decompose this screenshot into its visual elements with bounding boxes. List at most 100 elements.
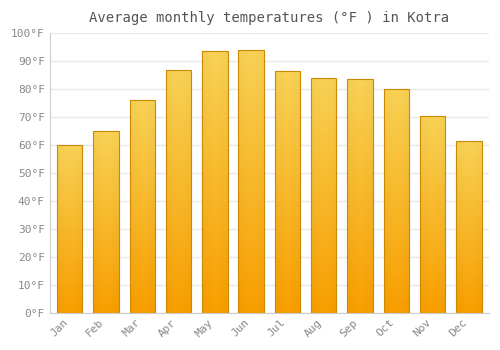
Bar bbox=[57, 269, 82, 271]
Bar bbox=[202, 270, 228, 273]
Bar bbox=[166, 94, 192, 97]
Bar bbox=[202, 224, 228, 228]
Bar bbox=[257, 50, 258, 313]
Bar bbox=[384, 184, 409, 187]
Bar bbox=[220, 51, 221, 313]
Bar bbox=[57, 231, 82, 233]
Bar bbox=[202, 195, 228, 198]
Bar bbox=[384, 134, 409, 136]
Bar bbox=[420, 217, 446, 219]
Bar bbox=[311, 104, 336, 107]
Bar bbox=[130, 206, 155, 209]
Bar bbox=[57, 195, 82, 197]
Bar bbox=[130, 124, 155, 127]
Bar bbox=[187, 70, 188, 313]
Bar bbox=[202, 306, 228, 309]
Bar bbox=[94, 131, 118, 313]
Bar bbox=[420, 300, 446, 303]
Bar bbox=[384, 301, 409, 304]
Bar bbox=[166, 218, 192, 222]
Bar bbox=[166, 88, 192, 91]
Bar bbox=[238, 73, 264, 76]
Bar bbox=[420, 120, 446, 123]
Bar bbox=[202, 257, 228, 260]
Bar bbox=[251, 50, 252, 313]
Bar bbox=[166, 118, 192, 121]
Bar bbox=[57, 250, 82, 252]
Bar bbox=[384, 156, 409, 159]
Bar bbox=[456, 276, 481, 278]
Bar bbox=[348, 103, 372, 106]
Bar bbox=[203, 51, 204, 313]
Bar bbox=[202, 280, 228, 283]
Bar bbox=[384, 120, 409, 122]
Bar bbox=[420, 241, 446, 244]
Bar bbox=[238, 224, 264, 227]
Bar bbox=[384, 223, 409, 226]
Bar bbox=[202, 143, 228, 146]
Bar bbox=[202, 153, 228, 156]
Bar bbox=[311, 260, 336, 263]
Bar bbox=[94, 236, 118, 238]
Bar bbox=[384, 276, 409, 279]
Bar bbox=[274, 138, 300, 140]
Bar bbox=[202, 146, 228, 149]
Bar bbox=[456, 280, 481, 282]
Bar bbox=[253, 50, 254, 313]
Bar bbox=[130, 116, 155, 119]
Bar bbox=[130, 180, 155, 183]
Bar bbox=[384, 237, 409, 240]
Bar bbox=[311, 125, 336, 128]
Bar bbox=[464, 141, 466, 313]
Bar bbox=[94, 254, 118, 256]
Bar bbox=[348, 292, 372, 295]
Bar bbox=[130, 304, 155, 307]
Bar bbox=[166, 246, 192, 249]
Bar bbox=[130, 286, 155, 289]
Bar bbox=[202, 81, 228, 84]
Bar bbox=[384, 271, 409, 273]
Bar bbox=[238, 99, 264, 103]
Bar bbox=[384, 201, 409, 204]
Bar bbox=[274, 198, 300, 201]
Bar bbox=[311, 195, 336, 198]
Bar bbox=[94, 247, 118, 249]
Bar bbox=[94, 219, 118, 222]
Bar bbox=[224, 51, 225, 313]
Bar bbox=[456, 265, 481, 267]
Bar bbox=[384, 293, 409, 296]
Bar bbox=[94, 285, 118, 288]
Bar bbox=[458, 141, 459, 313]
Bar bbox=[238, 178, 264, 181]
Bar bbox=[420, 126, 446, 128]
Bar bbox=[456, 182, 481, 184]
Bar bbox=[311, 272, 336, 274]
Bar bbox=[311, 286, 336, 289]
Bar bbox=[420, 204, 446, 207]
Bar bbox=[57, 306, 82, 308]
Bar bbox=[183, 70, 184, 313]
Bar bbox=[348, 251, 372, 254]
Bar bbox=[384, 125, 409, 128]
Bar bbox=[456, 203, 481, 205]
Bar bbox=[94, 240, 118, 242]
Bar bbox=[420, 150, 446, 153]
Bar bbox=[420, 268, 446, 271]
Bar bbox=[384, 89, 409, 92]
Bar bbox=[168, 70, 170, 313]
Bar bbox=[348, 237, 372, 240]
Bar bbox=[130, 252, 155, 254]
Bar bbox=[311, 148, 336, 151]
Bar bbox=[274, 255, 300, 258]
Bar bbox=[238, 306, 264, 309]
Bar bbox=[94, 186, 118, 188]
Bar bbox=[94, 167, 118, 170]
Bar bbox=[57, 239, 82, 241]
Bar bbox=[371, 79, 372, 313]
Bar bbox=[238, 168, 264, 172]
Bar bbox=[348, 176, 372, 178]
Bar bbox=[57, 220, 82, 223]
Bar bbox=[166, 155, 192, 158]
Bar bbox=[94, 242, 118, 245]
Bar bbox=[94, 256, 118, 258]
